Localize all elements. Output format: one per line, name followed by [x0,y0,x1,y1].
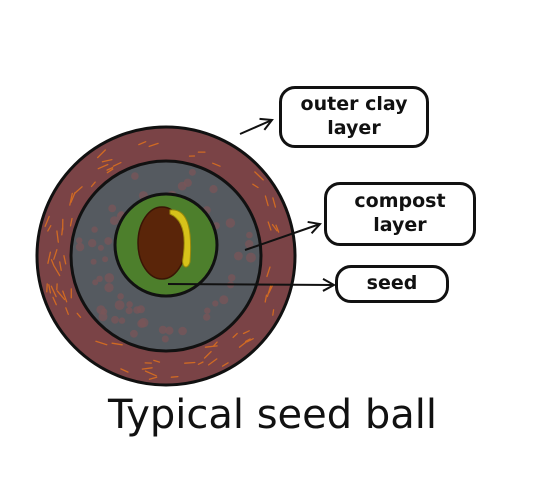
clay-fiber [273,310,274,315]
seed-label: seed [335,265,449,303]
compost-speck [203,314,210,321]
compost-speck [131,172,139,180]
clay-fiber [171,377,178,378]
compost-speck [111,316,119,324]
compost-speck [98,245,104,251]
compost-speck [104,283,113,292]
compost-speck [137,305,145,313]
compost-speck [209,185,217,193]
compost-speck [102,256,108,262]
compost-speck [246,253,256,263]
compost-speck [219,295,228,304]
compost-layer-label: compost layer [324,182,476,246]
compost-speck [76,243,85,252]
diagram-caption: Typical seed ball [0,392,545,438]
compost-speck [105,273,115,283]
compost-speck [204,308,210,314]
outer-clay-layer-label: outer clay layer [279,86,429,148]
compost-speck [117,293,124,300]
compost-speck [184,179,192,187]
seed-pointer [168,284,334,285]
compost-speck [159,326,167,334]
outer-clay-pointer [240,120,272,134]
compost-speck [228,274,235,281]
compost-speck [115,300,125,310]
compost-speck [226,218,235,227]
compost-speck [126,301,133,308]
compost-speck [76,237,82,243]
clay-fiber [62,228,63,235]
compost-speck [178,327,187,336]
clay-fiber [185,363,195,364]
compost-speck [126,307,133,314]
compost-speck [189,169,196,176]
compost-speck [139,318,149,328]
compost-speck [162,336,169,343]
compost-layer-label-text: compost layer [354,190,445,238]
compost-speck [104,237,112,245]
compost-speck [101,308,108,315]
compost-speck [234,252,243,261]
seed-label-text: seed [367,272,418,296]
compost-speck [246,232,253,239]
compost-speck [108,205,116,213]
compost-speck [91,259,97,265]
compost-speck [110,216,119,225]
compost-speck [88,239,96,247]
compost-speck [96,276,102,282]
compost-speck [212,300,218,306]
compost-speck [130,330,138,338]
compost-speck [119,317,125,323]
outer-clay-layer-label-text: outer clay layer [301,93,408,141]
compost-speck [91,226,97,232]
